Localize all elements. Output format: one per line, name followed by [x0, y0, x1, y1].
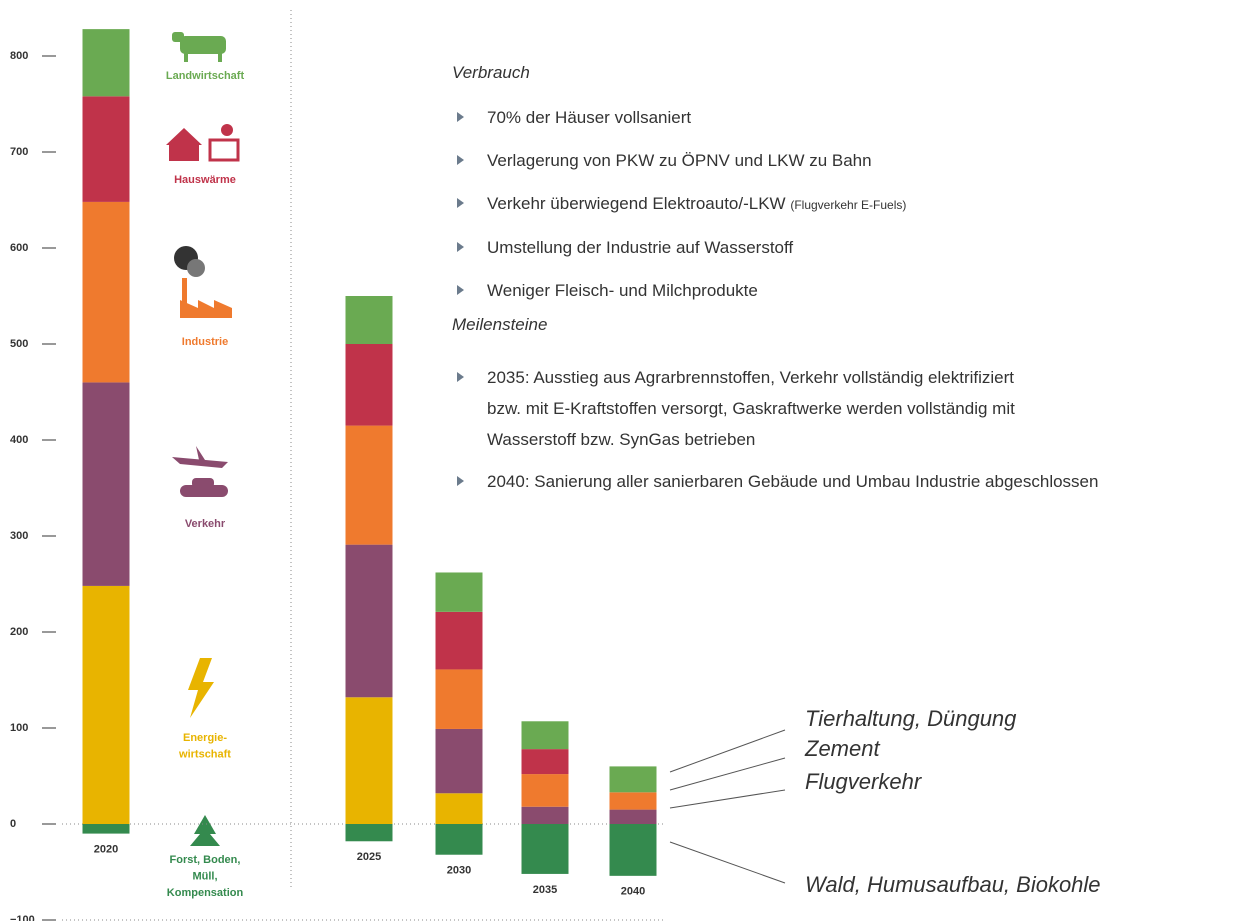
bullet: 2040: Sanierung aller sanierbaren Gebäud…: [457, 466, 1250, 497]
bar-segment: [521, 824, 569, 874]
bullet-note: (Flugverkehr E-Fuels): [790, 198, 907, 213]
bullet-text: Verlagerung von PKW zu ÖPNV und LKW zu B…: [487, 151, 872, 171]
legend-label: Hauswärme: [174, 174, 236, 186]
bar-segment: [82, 382, 130, 586]
transport-icon: [172, 446, 228, 497]
bar-segment: [435, 611, 483, 670]
y-tick-label: 500: [10, 338, 28, 350]
bar-segment: [609, 766, 657, 793]
y-tick-label: 0: [10, 818, 16, 830]
bar-segment: [609, 824, 657, 876]
x-tick-label: 2030: [447, 865, 471, 877]
bar-segment: [345, 425, 393, 545]
bullet-text: 70% der Häuser vollsaniert: [487, 108, 692, 127]
y-tick-label: 800: [10, 50, 28, 62]
bar-segment: [82, 585, 130, 824]
bar-segment: [609, 792, 657, 810]
bullet: Verlagerung von PKW zu ÖPNV und LKW zu B…: [457, 145, 1047, 176]
lightning-icon: [188, 658, 214, 718]
y-tick-label: 600: [10, 242, 28, 254]
bar-segment: [435, 728, 483, 794]
annotation: Wald, Humusaufbau, Biokohle: [805, 872, 1101, 897]
bar-segment: [521, 774, 569, 807]
bullet-text: Umstellung der Industrie auf Wasserstoff: [487, 237, 794, 257]
bar-segment: [345, 824, 393, 842]
bullet-text: Verkehr überwiegend Elektroauto/-LKW: [487, 194, 786, 214]
annotation: Flugverkehr: [805, 769, 923, 794]
bar-segment: [435, 824, 483, 855]
y-tick-label: −100: [10, 914, 35, 921]
bar-segment: [82, 824, 130, 834]
bullet: 70% der Häuser vollsaniert: [457, 102, 1047, 133]
legend-label: Industrie: [182, 336, 228, 348]
legend-label: Energie-wirtschaft: [178, 732, 231, 761]
section-title: Meilensteine: [452, 315, 548, 334]
bar-segment: [345, 296, 393, 344]
bar-segment: [345, 697, 393, 824]
bullet: Verkehr überwiegend Elektroauto/-LKW (Fl…: [457, 188, 1047, 221]
y-tick-label: 700: [10, 146, 28, 158]
bar-segment: [82, 29, 130, 97]
bullet: Weniger Fleisch- und Milchprodukte: [457, 275, 1047, 306]
y-tick-label: 200: [10, 626, 28, 638]
x-tick-label: 2025: [357, 851, 381, 863]
x-tick-label: 2040: [621, 886, 645, 898]
bar-segment: [82, 201, 130, 383]
bar-segment: [345, 544, 393, 698]
section-title: Verbrauch: [452, 63, 530, 82]
y-tick-label: 300: [10, 530, 28, 542]
bar-segment: [521, 721, 569, 750]
legend-label: Verkehr: [185, 518, 226, 530]
legend-label: Forst, Boden, Müll, Kompensation: [167, 854, 244, 899]
bar-segment: [82, 96, 130, 202]
bullet: 2035: Ausstieg aus Agrarbrennstoffen, Ve…: [457, 362, 1027, 455]
cow-icon: [172, 32, 226, 62]
annotation-lines: [669, 729, 786, 884]
bar-segment: [345, 344, 393, 426]
x-tick-label: 2020: [94, 844, 118, 856]
y-tick-label: 100: [10, 722, 28, 734]
annotation: Zement: [804, 736, 880, 761]
y-tick-label: 400: [10, 434, 28, 446]
bullet-text: Weniger Fleisch- und Milchprodukte: [487, 280, 758, 300]
bar-segment: [435, 669, 483, 729]
house-icon: [166, 124, 240, 162]
factory-icon: [174, 246, 232, 318]
tree-icon: [190, 815, 220, 846]
bullet: Umstellung der Industrie auf Wasserstoff: [457, 232, 1047, 263]
annotation: Tierhaltung, Düngung: [805, 706, 1017, 731]
legend-label: Landwirtschaft: [166, 70, 245, 82]
bar-segment: [435, 572, 483, 612]
x-tick-label: 2035: [533, 884, 557, 896]
bar-segment: [435, 793, 483, 824]
bar-segment: [609, 809, 657, 824]
bar-segment: [521, 806, 569, 824]
bar-segment: [521, 749, 569, 775]
